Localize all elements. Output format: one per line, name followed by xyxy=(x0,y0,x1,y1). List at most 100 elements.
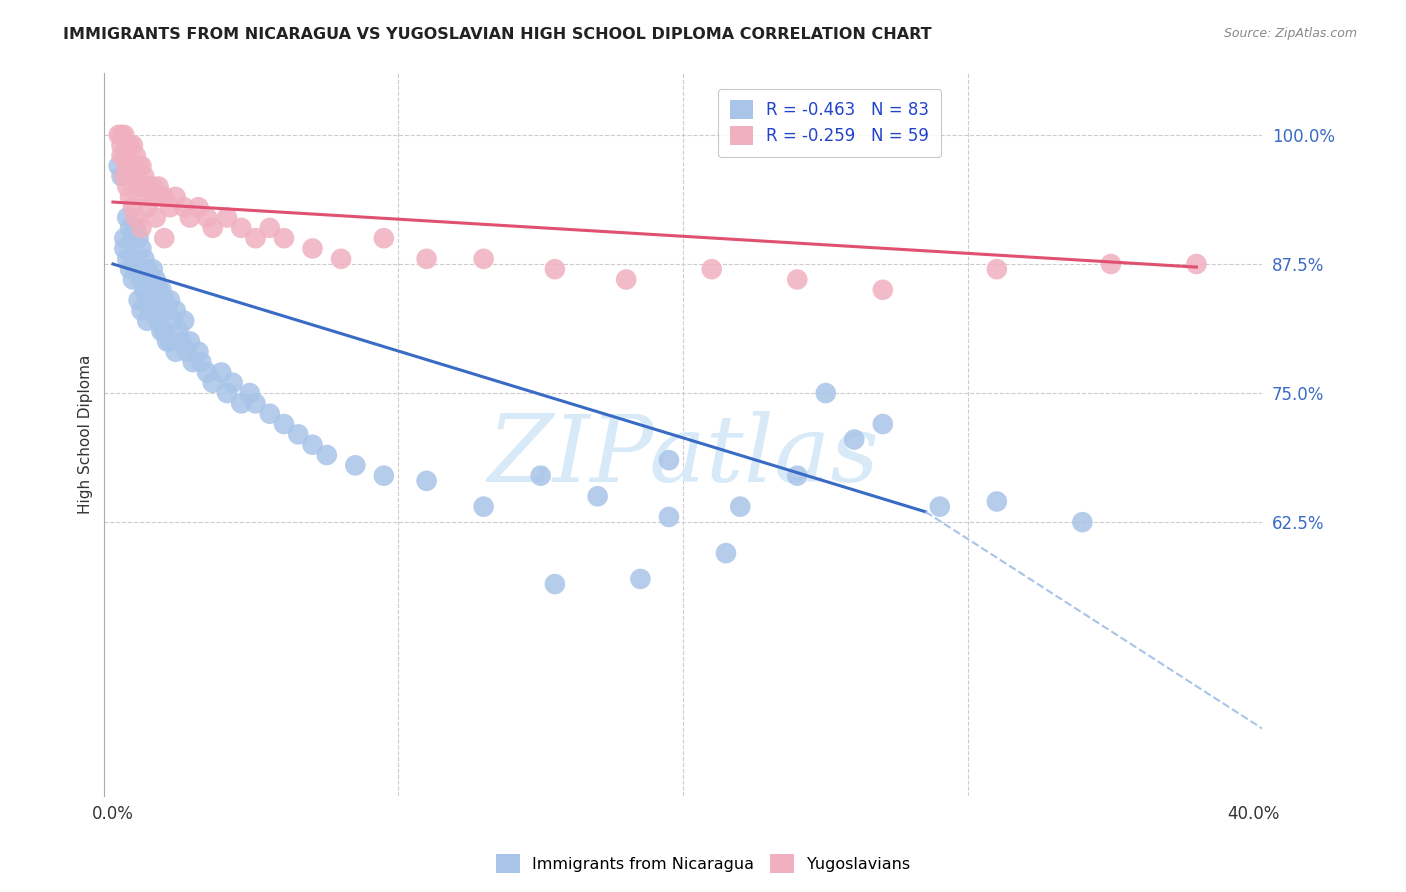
Point xyxy=(107,128,129,142)
Point xyxy=(209,366,232,380)
Point xyxy=(131,220,153,235)
Point xyxy=(165,190,187,204)
Point xyxy=(139,303,162,318)
Point xyxy=(131,242,153,256)
Point xyxy=(1071,515,1094,529)
Point xyxy=(115,138,138,153)
Point xyxy=(415,252,437,266)
Point xyxy=(136,200,159,214)
Point xyxy=(165,344,187,359)
Text: ZIPatlas: ZIPatlas xyxy=(488,411,879,501)
Point xyxy=(301,242,323,256)
Point xyxy=(136,179,159,194)
Point xyxy=(259,220,281,235)
Point xyxy=(273,417,295,431)
Point xyxy=(112,242,135,256)
Point xyxy=(630,572,652,586)
Point xyxy=(714,546,737,560)
Point xyxy=(159,334,181,349)
Point xyxy=(148,179,170,194)
Point xyxy=(110,148,132,162)
Point xyxy=(118,159,141,173)
Point xyxy=(122,138,145,153)
Point xyxy=(1099,257,1122,271)
Point xyxy=(153,190,176,204)
Point xyxy=(125,262,148,277)
Point xyxy=(118,190,141,204)
Point xyxy=(148,314,170,328)
Point xyxy=(530,468,553,483)
Point xyxy=(153,231,176,245)
Point xyxy=(201,376,224,390)
Point xyxy=(110,169,132,184)
Point xyxy=(115,211,138,225)
Point xyxy=(330,252,353,266)
Point xyxy=(221,376,243,390)
Point xyxy=(190,355,212,369)
Point xyxy=(614,272,637,286)
Point xyxy=(201,220,224,235)
Point xyxy=(134,169,156,184)
Point xyxy=(139,272,162,286)
Point xyxy=(125,148,148,162)
Point xyxy=(112,128,135,142)
Point xyxy=(301,438,323,452)
Point xyxy=(153,324,176,338)
Point xyxy=(245,396,267,410)
Point xyxy=(373,468,395,483)
Point xyxy=(128,231,150,245)
Point xyxy=(986,494,1008,508)
Point xyxy=(658,510,681,524)
Point xyxy=(115,252,138,266)
Point xyxy=(544,262,567,277)
Point xyxy=(844,433,866,447)
Point xyxy=(131,159,153,173)
Y-axis label: High School Diploma: High School Diploma xyxy=(79,355,93,514)
Point xyxy=(245,231,267,245)
Point xyxy=(156,334,179,349)
Point xyxy=(145,272,167,286)
Point xyxy=(187,344,209,359)
Point xyxy=(239,386,262,401)
Point xyxy=(145,190,167,204)
Point xyxy=(231,220,253,235)
Point xyxy=(125,169,148,184)
Point xyxy=(344,458,367,473)
Point xyxy=(586,489,609,503)
Point xyxy=(128,159,150,173)
Point xyxy=(139,190,162,204)
Point xyxy=(872,283,894,297)
Point xyxy=(118,220,141,235)
Point xyxy=(273,231,295,245)
Point xyxy=(122,252,145,266)
Point xyxy=(165,303,187,318)
Point xyxy=(131,303,153,318)
Point xyxy=(134,252,156,266)
Point xyxy=(928,500,950,514)
Point xyxy=(872,417,894,431)
Point xyxy=(159,293,181,307)
Point xyxy=(700,262,723,277)
Point xyxy=(162,314,184,328)
Legend: Immigrants from Nicaragua, Yugoslavians: Immigrants from Nicaragua, Yugoslavians xyxy=(489,847,917,880)
Point xyxy=(115,179,138,194)
Point xyxy=(415,474,437,488)
Point xyxy=(118,262,141,277)
Point xyxy=(658,453,681,467)
Point xyxy=(195,366,218,380)
Point xyxy=(173,200,195,214)
Point xyxy=(125,211,148,225)
Point xyxy=(472,500,495,514)
Point xyxy=(136,293,159,307)
Point xyxy=(986,262,1008,277)
Point xyxy=(181,355,204,369)
Point xyxy=(215,211,238,225)
Point xyxy=(142,293,165,307)
Point xyxy=(122,231,145,245)
Point xyxy=(786,272,808,286)
Point xyxy=(373,231,395,245)
Legend: R = -0.463   N = 83, R = -0.259   N = 59: R = -0.463 N = 83, R = -0.259 N = 59 xyxy=(718,88,941,157)
Point xyxy=(142,179,165,194)
Point xyxy=(259,407,281,421)
Point xyxy=(118,138,141,153)
